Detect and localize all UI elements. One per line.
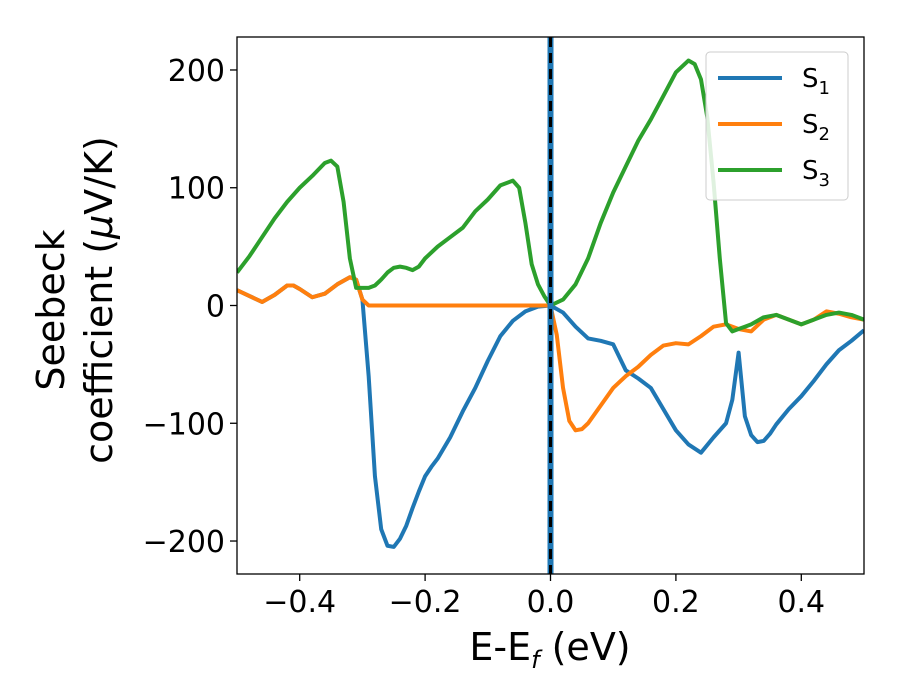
- x-axis-ticks: −0.4 −0.2 0.0 0.2 0.4: [263, 574, 825, 620]
- legend-label-s2: S2: [802, 110, 830, 145]
- y-tick-label: −200: [143, 525, 225, 560]
- x-tick-label: 0.0: [527, 585, 575, 620]
- y-tick-label: 0: [206, 290, 225, 325]
- x-tick-label: −0.2: [389, 585, 462, 620]
- x-axis-label: E-Ef (eV): [469, 625, 630, 674]
- x-tick-label: 0.4: [777, 585, 825, 620]
- legend-label-s1: S1: [802, 64, 830, 99]
- y-axis-label-line1: Seebeck: [29, 229, 73, 390]
- y-axis-label-line2: coefficient (μV/K): [77, 136, 121, 464]
- x-tick-label: 0.2: [652, 585, 700, 620]
- series-line-s3: [237, 58, 864, 334]
- y-axis-label: Seebeck coefficient (μV/K): [29, 136, 121, 464]
- x-tick-label: −0.4: [263, 585, 336, 620]
- legend-label-s3: S3: [802, 156, 830, 191]
- y-tick-label: 200: [168, 54, 225, 89]
- y-axis-ticks: −200 −100 0 100 200: [143, 54, 237, 560]
- y-tick-label: −100: [143, 407, 225, 442]
- legend: S1 S2 S3: [705, 51, 849, 201]
- series-layer: [237, 58, 864, 549]
- y-tick-label: 100: [168, 172, 225, 207]
